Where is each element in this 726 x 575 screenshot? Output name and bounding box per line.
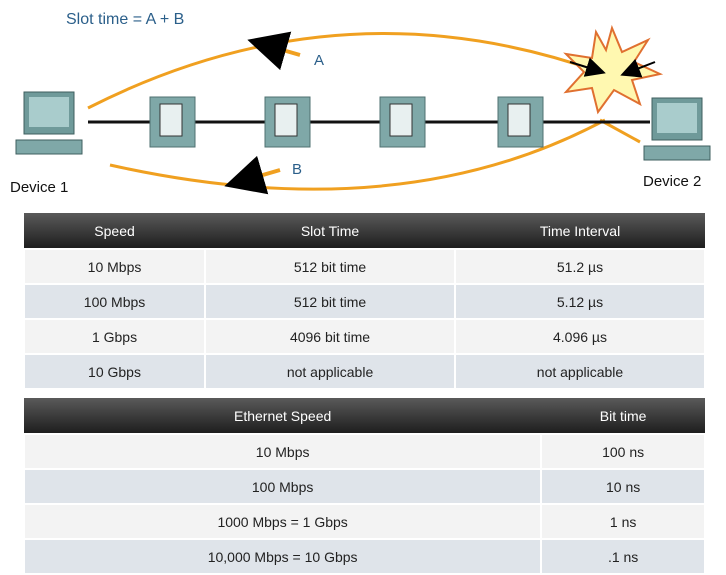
header-cell: Ethernet Speed (24, 398, 542, 434)
header-cell: Time Interval (455, 213, 705, 249)
cell: 10 Mbps (22, 433, 543, 470)
arc-end (599, 118, 641, 144)
cell: 4.096 µs (454, 318, 706, 355)
cell: 100 ns (540, 433, 706, 470)
cell: 10 ns (540, 468, 706, 505)
cell: 4096 bit time (204, 318, 457, 355)
device-1-label: Device 1 (10, 179, 68, 196)
arrow-b (224, 155, 281, 195)
header-row: Ethernet Speed Bit time (24, 398, 705, 434)
formula: Slot time = A + B (66, 11, 184, 28)
row: 10 Gbps not applicable not applicable (22, 353, 706, 390)
arc-a (87, 32, 601, 110)
label-b: B (292, 161, 302, 178)
device-2-icon (643, 97, 711, 161)
cell: 10 Mbps (22, 248, 207, 285)
cell: 1000 Mbps = 1 Gbps (22, 503, 543, 540)
cell: 1 Gbps (22, 318, 207, 355)
bit-table: Ethernet Speed Bit time 10 Mbps 100 ns 100 M… (22, 398, 706, 575)
slot-table: Speed Slot Time Time Interval 10 Mbps 512 bi… (22, 213, 706, 390)
cell: 10 Gbps (22, 353, 207, 390)
header-row: Speed Slot Time Time Interval (24, 213, 705, 249)
device-1-icon (15, 91, 83, 155)
cell: 100 Mbps (22, 283, 207, 320)
cell: 1 ns (540, 503, 706, 540)
cell: .1 ns (540, 538, 706, 575)
row: 100 Mbps 512 bit time 5.12 µs (22, 283, 706, 320)
row: 1 Gbps 4096 bit time 4.096 µs (22, 318, 706, 355)
row: 100 Mbps 10 ns (22, 468, 706, 505)
row: 1000 Mbps = 1 Gbps 1 ns (22, 503, 706, 540)
switches (149, 96, 544, 148)
diagram: Slot time = A + B A B Device 1 Device 2 (10, 11, 711, 196)
header-cell: Speed (24, 213, 206, 249)
header-cell: Slot Time (205, 213, 456, 249)
cell: 10,000 Mbps = 10 Gbps (22, 538, 543, 575)
cell: 100 Mbps (22, 468, 543, 505)
row: 10,000 Mbps = 10 Gbps .1 ns (22, 538, 706, 575)
arrow-hit-1 (569, 57, 606, 77)
collision (563, 24, 664, 115)
cell: 51.2 µs (454, 248, 706, 285)
cell: 5.12 µs (454, 283, 706, 320)
device-2-label: Device 2 (643, 173, 701, 190)
cell: not applicable (454, 353, 706, 390)
row: 10 Mbps 100 ns (22, 433, 706, 470)
row: 10 Mbps 512 bit time 51.2 µs (22, 248, 706, 285)
arrow-hit-2 (620, 58, 656, 78)
label-a: A (314, 52, 324, 69)
arc-b (109, 118, 606, 191)
cell: not applicable (204, 353, 457, 390)
header-cell: Bit time (541, 398, 705, 434)
cell: 512 bit time (204, 248, 457, 285)
arrow-a (247, 31, 301, 71)
cell: 512 bit time (204, 283, 457, 320)
